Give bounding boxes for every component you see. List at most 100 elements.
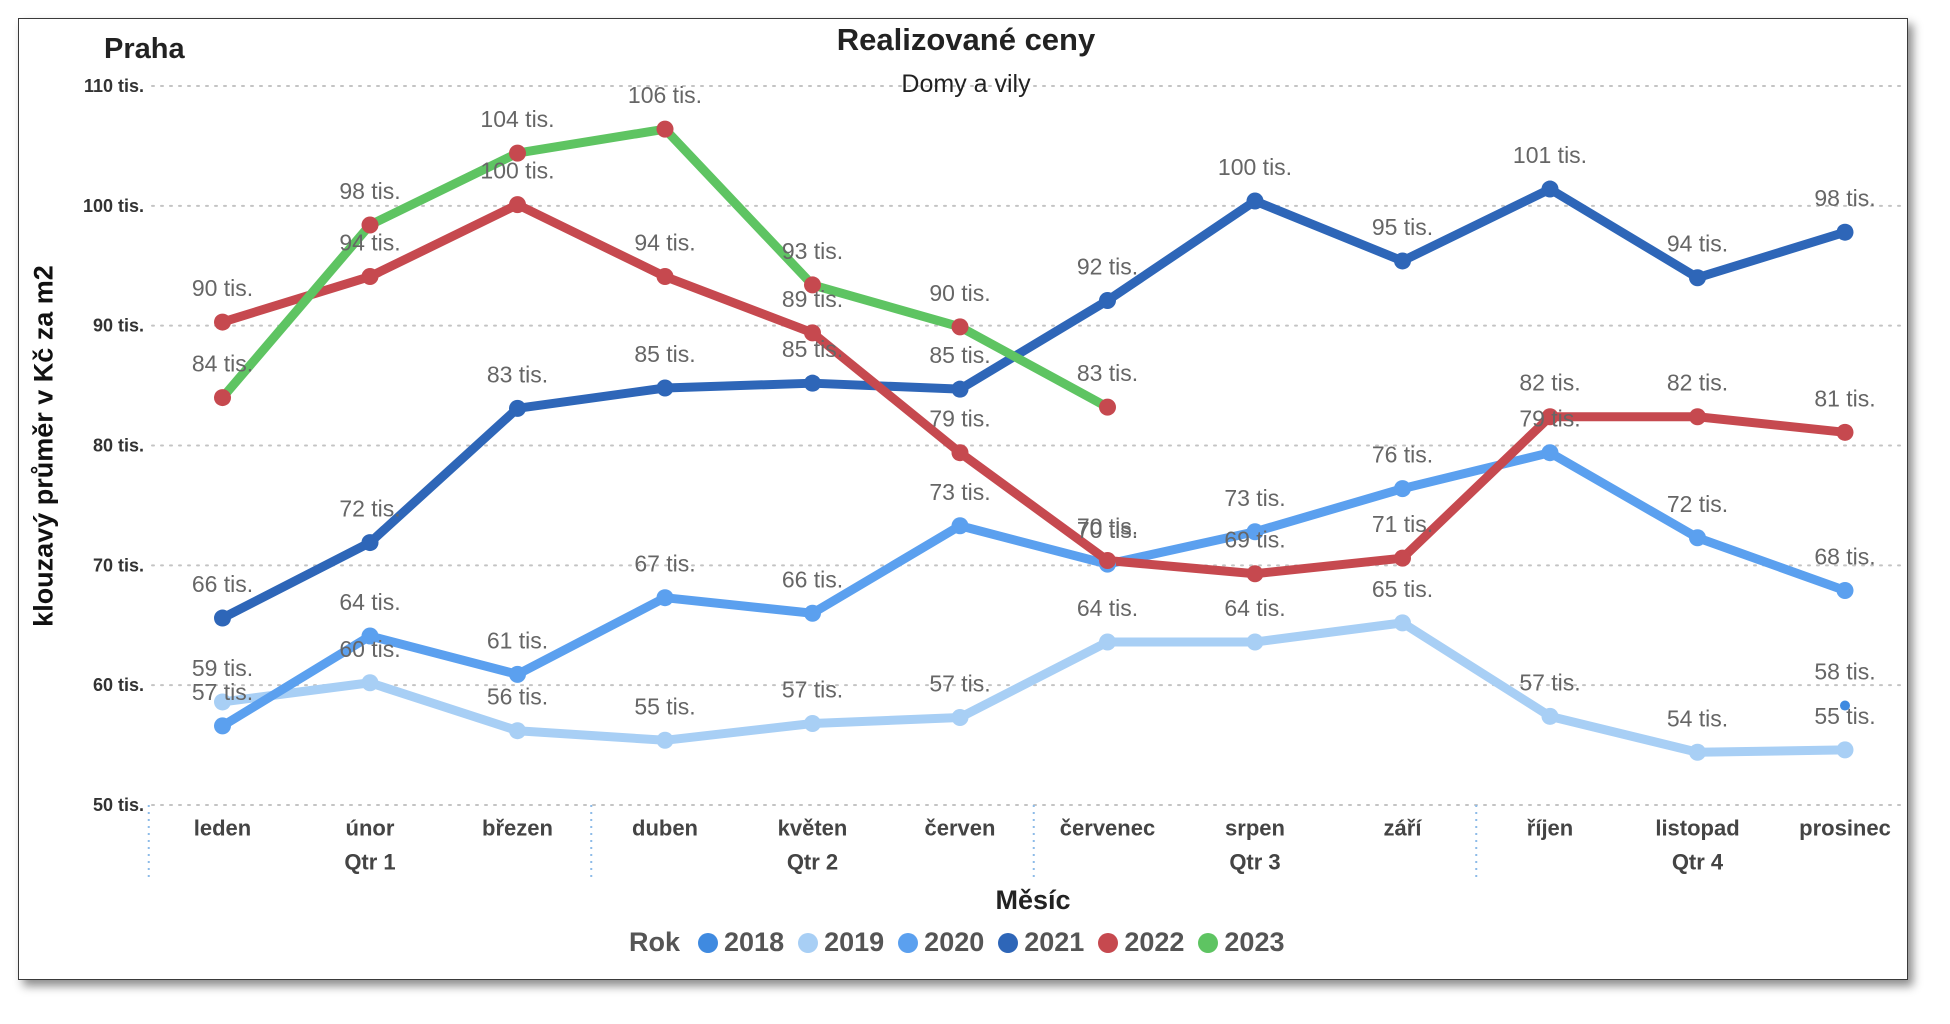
data-label-2023-leden: 84 tis. [192,351,253,377]
data-label-2020-červen: 73 tis. [929,479,990,505]
data-label-2023-červenec: 83 tis. [1077,360,1138,386]
data-label-2022-květen: 89 tis. [782,286,843,312]
x-quarter-label: Qtr 3 [1229,850,1280,875]
marker-2019-prosinec[interactable] [1836,741,1854,759]
marker-2020-únor[interactable] [361,627,379,645]
marker-2022-červen[interactable] [951,444,969,462]
marker-2023-březen[interactable] [509,144,526,162]
marker-2023-únor[interactable] [361,216,379,234]
marker-2021-leden[interactable] [214,609,231,627]
marker-2022-listopad[interactable] [1689,408,1706,426]
marker-2021-srpen[interactable] [1246,192,1264,210]
chart-subtitle: Domy a vily [901,70,1031,98]
chart-title: Realizované ceny [836,22,1096,57]
marker-2022-květen[interactable] [804,324,821,342]
marker-2020-červen[interactable] [951,517,969,535]
legend-item-2020[interactable]: 2020 [898,927,984,958]
data-label-2019-únor: 60 tis. [339,636,400,662]
marker-2019-září[interactable] [1394,614,1411,632]
series-line-2022 [218,200,1850,579]
marker-2021-říjen[interactable] [1541,180,1559,198]
marker-2022-duben[interactable] [656,268,674,286]
marker-2018-prosinec[interactable] [1840,700,1850,711]
legend-item-2023[interactable]: 2023 [1198,927,1284,958]
marker-2023-leden[interactable] [214,389,231,407]
data-label-2019-listopad: 54 tis. [1667,705,1728,731]
marker-2023-duben[interactable] [656,120,674,138]
marker-2021-březen[interactable] [509,399,526,417]
marker-2023-červen[interactable] [951,318,969,336]
marker-2021-duben[interactable] [656,379,674,397]
data-label-2022-leden: 90 tis. [192,275,253,301]
marker-2022-září[interactable] [1394,549,1411,567]
marker-2020-duben[interactable] [656,589,674,607]
marker-2022-prosinec[interactable] [1836,423,1854,441]
marker-2021-září[interactable] [1394,252,1411,270]
data-label-2022-únor: 94 tis. [339,230,400,256]
marker-2020-prosinec[interactable] [1836,581,1854,599]
marker-2021-červen[interactable] [951,380,969,398]
marker-2020-listopad[interactable] [1689,529,1706,547]
legend-label: 2019 [824,927,885,957]
legend-label: 2020 [924,927,985,957]
marker-2022-březen[interactable] [509,196,526,214]
data-label-2021-červen: 85 tis. [929,342,990,368]
x-category-label: červenec [1060,816,1155,841]
y-tick-label: 110 tis. [84,76,144,96]
legend-marker-icon [898,932,919,953]
marker-2019-duben[interactable] [656,731,674,749]
data-label-2021-duben: 85 tis. [634,341,695,367]
legend-item-2018[interactable]: 2018 [698,927,784,958]
marker-2021-červenec[interactable] [1099,292,1116,310]
x-category-label: únor [346,816,395,841]
data-label-2020-květen: 66 tis. [782,566,843,592]
marker-2022-únor[interactable] [361,268,379,286]
legend-item-2021[interactable]: 2021 [998,927,1084,958]
marker-2019-listopad[interactable] [1689,743,1706,761]
legend-item-2019[interactable]: 2019 [798,927,884,958]
legend-item-2022[interactable]: 2022 [1098,927,1184,958]
x-category-label: prosinec [1799,816,1891,841]
data-label-2021-květen: 85 tis. [782,336,843,362]
data-label-2021-září: 95 tis. [1372,214,1433,240]
data-label-2020-únor: 64 tis. [339,589,400,615]
y-tick-label: 70 tis. [93,555,144,575]
marker-2021-květen[interactable] [804,374,821,392]
marker-2020-srpen[interactable] [1246,523,1264,541]
marker-2020-březen[interactable] [509,665,526,683]
x-category-label: říjen [1527,816,1573,841]
data-label-2023-květen: 93 tis. [782,238,843,264]
marker-2022-říjen[interactable] [1541,408,1559,426]
marker-2023-květen[interactable] [804,276,821,294]
data-label-2019-prosinec: 55 tis. [1814,703,1875,729]
marker-2022-leden[interactable] [214,313,231,331]
marker-2019-červen[interactable] [951,709,969,727]
marker-2023-červenec[interactable] [1099,398,1116,416]
marker-2021-prosinec[interactable] [1836,223,1854,241]
marker-2019-srpen[interactable] [1246,633,1264,651]
marker-2019-květen[interactable] [804,715,821,733]
legend-label: 2022 [1124,927,1185,957]
marker-2019-říjen[interactable] [1541,707,1559,725]
marker-2020-říjen[interactable] [1541,444,1559,462]
marker-2020-září[interactable] [1394,480,1411,498]
marker-2019-leden[interactable] [214,693,231,711]
marker-2021-listopad[interactable] [1689,269,1706,287]
data-label-2019-květen: 57 tis. [782,677,843,703]
marker-2022-červenec[interactable] [1099,552,1116,570]
data-label-2019-duben: 55 tis. [634,693,695,719]
x-axis-title: Měsíc [995,885,1071,915]
marker-2019-únor[interactable] [361,674,379,692]
marker-2020-leden[interactable] [214,717,231,735]
data-label-2020-červenec: 70 tis. [1077,517,1138,543]
marker-2022-srpen[interactable] [1246,565,1264,583]
data-label-2020-leden: 57 tis. [192,679,253,705]
marker-2019-březen[interactable] [509,722,526,740]
data-labels: 58 tis. 59 tis. 60 tis. 56 tis. 55 tis. 57 ti… [192,82,1876,731]
series-markers [214,120,1854,761]
marker-2019-červenec[interactable] [1099,633,1116,651]
marker-2020-květen[interactable] [804,604,821,622]
legend-title: Rok [629,927,681,957]
marker-2021-únor[interactable] [361,534,379,552]
legend-marker-icon [1098,932,1119,953]
